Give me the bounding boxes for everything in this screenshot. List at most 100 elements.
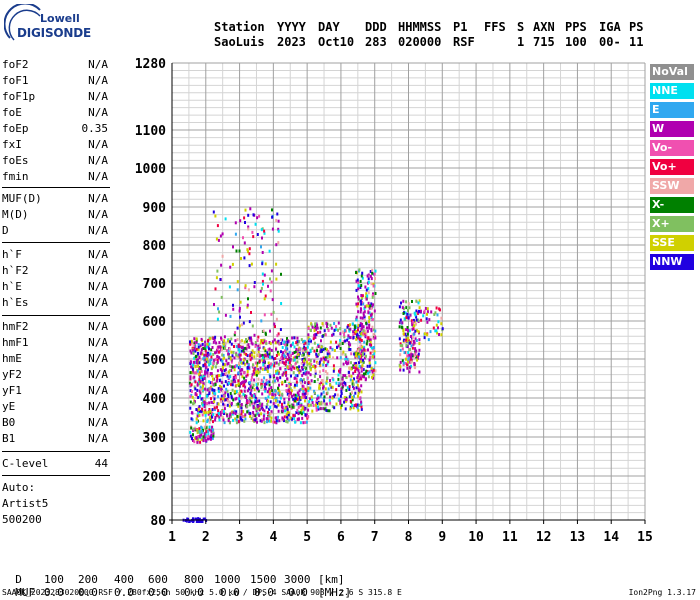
echo-point xyxy=(402,312,405,315)
echo-point xyxy=(244,284,247,288)
echo-point xyxy=(284,343,287,347)
echo-point xyxy=(220,263,223,267)
echo-point xyxy=(220,346,223,350)
echo-point xyxy=(258,399,261,403)
echo-point xyxy=(292,414,295,418)
echo-point xyxy=(242,321,245,325)
echo-point xyxy=(261,358,264,362)
echo-point xyxy=(369,340,372,344)
echo-point xyxy=(307,404,310,408)
echo-point xyxy=(191,367,194,371)
echo-point xyxy=(197,345,200,349)
echo-point xyxy=(313,391,316,395)
echo-point xyxy=(190,426,193,430)
echo-point xyxy=(264,294,267,298)
echo-point xyxy=(292,393,295,397)
echo-point xyxy=(193,401,196,405)
echo-point xyxy=(349,392,352,396)
echo-point xyxy=(347,334,350,338)
echo-point xyxy=(438,333,440,336)
echo-point xyxy=(374,277,376,281)
echo-point xyxy=(209,352,212,356)
echo-point xyxy=(195,361,198,364)
echo-point xyxy=(287,402,290,406)
echo-point xyxy=(363,340,366,344)
echo-point xyxy=(252,406,255,410)
echo-point xyxy=(238,306,241,310)
echo-point xyxy=(296,367,299,371)
echo-point xyxy=(286,337,288,341)
echo-point xyxy=(303,407,306,411)
echo-point xyxy=(257,344,260,348)
echo-point xyxy=(343,333,346,337)
echo-point xyxy=(277,386,280,390)
echo-point xyxy=(272,357,275,361)
echo-point xyxy=(331,347,334,351)
x-tick-label: 8 xyxy=(405,530,413,545)
echo-point xyxy=(248,387,250,391)
echo-point xyxy=(193,337,196,341)
echo-point xyxy=(200,337,203,341)
echo-point xyxy=(417,352,420,356)
echo-point xyxy=(195,421,198,425)
echo-point xyxy=(207,338,210,342)
echo-point xyxy=(230,402,233,405)
echo-point xyxy=(304,372,307,376)
echo-point xyxy=(208,363,211,367)
echo-point xyxy=(238,361,241,365)
param-value: N/A xyxy=(88,368,108,381)
echo-point xyxy=(278,400,281,404)
echo-point xyxy=(332,378,335,382)
echo-point xyxy=(351,379,354,383)
echo-point xyxy=(289,387,292,391)
echo-point xyxy=(215,276,218,280)
echo-point xyxy=(247,343,250,347)
echo-point xyxy=(240,257,242,260)
echo-point xyxy=(292,403,295,407)
echo-point xyxy=(286,420,289,424)
echo-point xyxy=(189,375,192,379)
header-iga-value: 00- xyxy=(599,35,621,49)
echo-point xyxy=(226,362,229,366)
echo-point xyxy=(364,305,367,309)
echo-point xyxy=(239,391,242,395)
param-value: N/A xyxy=(88,320,108,333)
echo-point xyxy=(243,340,246,344)
echo-point xyxy=(239,360,242,364)
echo-point xyxy=(259,289,262,293)
echo-point xyxy=(197,437,200,441)
echo-point xyxy=(190,411,193,415)
echo-point xyxy=(268,373,271,377)
echo-point xyxy=(253,367,256,371)
echo-point xyxy=(290,406,293,410)
param-value: N/A xyxy=(88,170,108,183)
echo-point xyxy=(246,248,249,252)
echo-point xyxy=(284,379,287,383)
echo-point xyxy=(409,313,412,317)
echo-point xyxy=(206,371,209,375)
echo-point xyxy=(361,374,364,378)
echo-point xyxy=(189,342,192,346)
header-ffs-label: FFS xyxy=(484,20,506,34)
param-label: foF1p xyxy=(2,90,36,103)
echo-point xyxy=(336,356,339,360)
echo-point xyxy=(276,369,279,373)
echo-point xyxy=(301,387,304,391)
echo-point xyxy=(257,350,260,354)
echo-point xyxy=(223,335,226,339)
echo-point xyxy=(238,353,241,357)
echo-point xyxy=(194,437,197,440)
x-tick-label: 11 xyxy=(502,530,518,545)
echo-point xyxy=(307,333,310,337)
echo-point xyxy=(269,289,272,293)
echo-point xyxy=(296,355,298,359)
echo-point xyxy=(365,335,368,339)
echo-point xyxy=(245,338,247,341)
echo-point xyxy=(360,294,363,297)
echo-point xyxy=(238,348,241,352)
echo-point xyxy=(253,333,256,337)
echo-point xyxy=(295,341,298,345)
echo-point xyxy=(207,412,210,416)
echo-point xyxy=(228,421,231,425)
param-value: N/A xyxy=(88,90,108,103)
